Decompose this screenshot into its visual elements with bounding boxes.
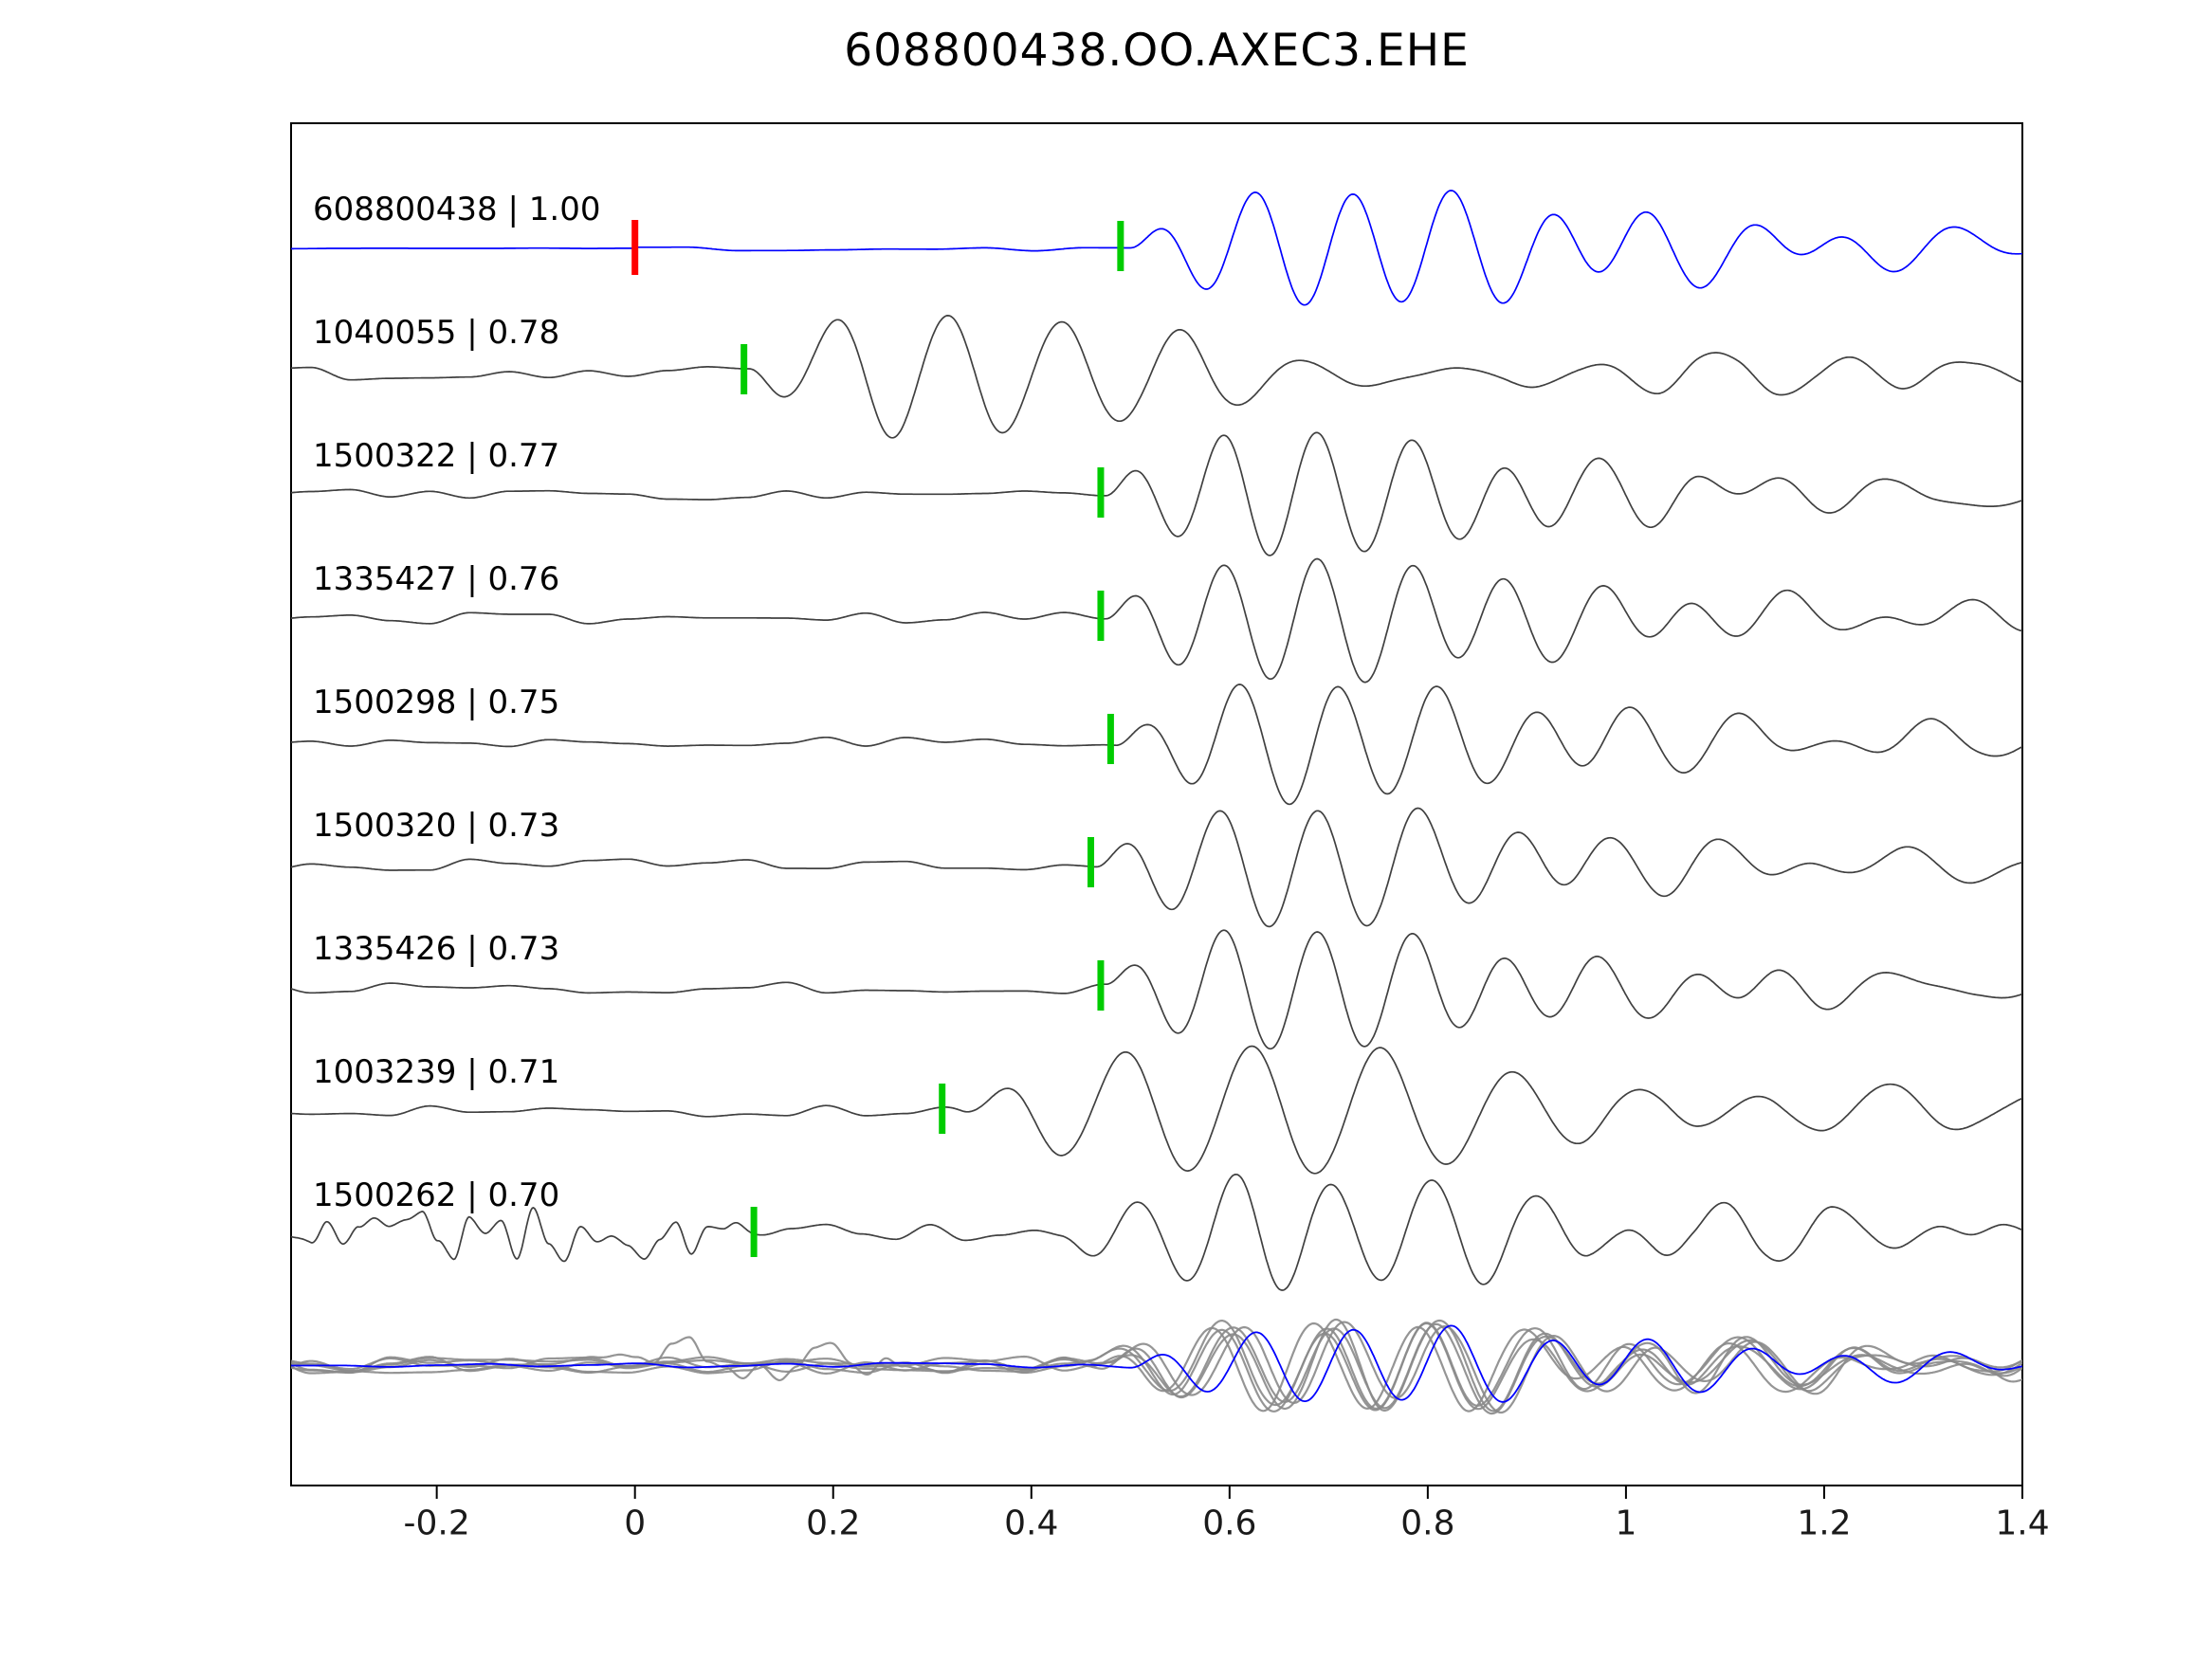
x-axis-tick-label: -0.2 xyxy=(404,1504,470,1543)
trace-label: 1003239 | 0.71 xyxy=(313,1053,559,1091)
trace-waveform xyxy=(291,929,2022,1050)
trace-label: 1335426 | 0.73 xyxy=(313,930,559,968)
x-axis-tick-label: 0.6 xyxy=(1202,1504,1256,1543)
trace-waveform xyxy=(291,431,2022,556)
trace-row-608800438: 608800438 | 1.00 xyxy=(291,190,2022,306)
chart-title: 608800438.OO.AXEC3.EHE xyxy=(844,25,1470,77)
pick-marker xyxy=(1106,714,1114,764)
pick-marker xyxy=(1097,467,1105,518)
trace-waveform xyxy=(291,1173,2022,1291)
trace-row-1500298: 1500298 | 0.75 xyxy=(291,684,2022,806)
origin-marker xyxy=(631,220,639,275)
trace-label: 1500262 | 0.70 xyxy=(313,1176,559,1214)
trace-row-1500320: 1500320 | 0.73 xyxy=(291,807,2022,928)
trace-label: 1500322 | 0.77 xyxy=(313,437,559,475)
x-axis-tick-label: 0 xyxy=(624,1504,646,1543)
stack-overlay xyxy=(291,1318,2022,1415)
x-axis-tick-label: 0.8 xyxy=(1400,1504,1454,1543)
x-axis-tick-label: 0.4 xyxy=(1004,1504,1058,1543)
trace-label: 1500320 | 0.73 xyxy=(313,807,559,845)
trace-row-1003239: 1003239 | 0.71 xyxy=(291,1045,2022,1175)
pick-marker xyxy=(740,344,748,394)
stack-gray-trace xyxy=(291,1320,2022,1412)
trace-row-1500322: 1500322 | 0.77 xyxy=(291,431,2022,556)
pick-marker xyxy=(1097,960,1105,1011)
pick-marker xyxy=(750,1207,758,1257)
stack-gray-trace xyxy=(291,1322,2022,1413)
pick-marker xyxy=(1097,591,1105,641)
stack-gray-trace xyxy=(291,1318,2022,1413)
x-axis-tick-label: 0.2 xyxy=(806,1504,860,1543)
stack-gray-trace xyxy=(291,1322,2022,1415)
trace-waveform xyxy=(291,807,2022,928)
trace-label: 608800438 | 1.00 xyxy=(313,191,600,228)
pick-marker xyxy=(939,1084,946,1134)
x-axis-tick-label: 1.2 xyxy=(1797,1504,1851,1543)
stack-template-trace xyxy=(291,1324,2022,1403)
pick-marker xyxy=(1087,837,1094,887)
trace-row-1335426: 1335426 | 0.73 xyxy=(291,929,2022,1050)
trace-waveform xyxy=(291,1045,2022,1175)
x-axis-tick-label: 1 xyxy=(1615,1504,1636,1543)
trace-waveform xyxy=(291,190,2022,306)
trace-waveform xyxy=(291,684,2022,806)
x-axis-tick-label: 1.4 xyxy=(1995,1504,2049,1543)
plot-border xyxy=(290,122,2023,1486)
trace-waveform xyxy=(291,315,2022,439)
trace-row-1500262: 1500262 | 0.70 xyxy=(291,1173,2022,1291)
trace-label: 1500298 | 0.75 xyxy=(313,684,559,721)
pick-marker xyxy=(1117,221,1124,271)
trace-row-1335427: 1335427 | 0.76 xyxy=(291,557,2022,684)
trace-waveform xyxy=(291,557,2022,684)
trace-label: 1040055 | 0.78 xyxy=(313,314,559,352)
trace-label: 1335427 | 0.76 xyxy=(313,560,559,598)
trace-row-1040055: 1040055 | 0.78 xyxy=(291,314,2022,439)
